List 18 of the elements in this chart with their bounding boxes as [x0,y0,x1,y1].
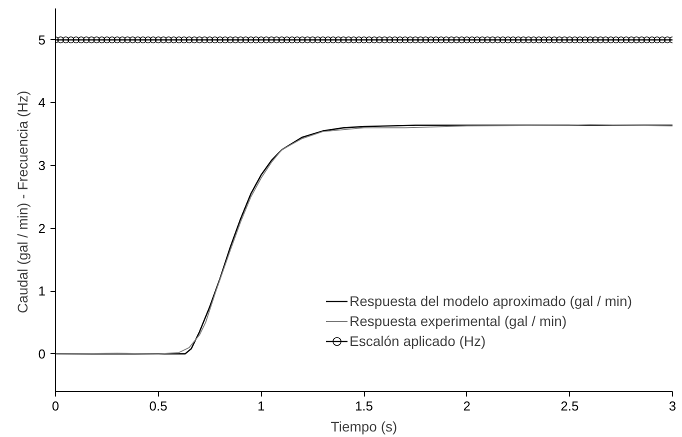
y-tick-label: 4 [38,95,46,110]
x-tick-label: 0.5 [149,398,168,414]
legend-label: Respuesta del modelo aproximado (gal / min) [350,293,632,309]
x-tick-label: 3 [668,398,676,414]
x-tick-label: 0 [52,398,60,414]
x-tick-label: 2.5 [560,398,579,414]
y-tick-label: 2 [38,220,46,236]
y-tick-label: 3 [38,158,46,173]
legend-label: Respuesta experimental (gal / min) [350,313,567,329]
y-tick-label: 1 [38,284,46,299]
y-tick-label: 5 [38,32,46,48]
x-tick-label: 1.5 [354,398,374,414]
x-axis-title: Tiempo (s) [330,418,398,434]
y-axis-title: Caudal (gal / min) - Frecuencia (Hz) [14,90,30,314]
legend-label: Escalón aplicado (Hz) [350,333,486,349]
y-tick-label: 0 [38,346,46,362]
x-tick-label: 1 [258,398,265,414]
x-tick-label: 2 [463,398,470,414]
